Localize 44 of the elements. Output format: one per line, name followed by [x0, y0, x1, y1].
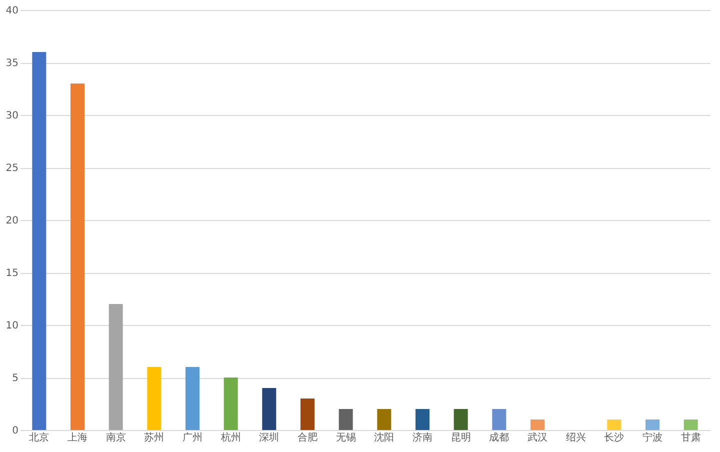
- x-tick-label: 杭州: [220, 432, 241, 444]
- x-tick-label: 宁波: [642, 432, 662, 444]
- x-tick-label: 长沙: [604, 432, 624, 444]
- y-tick-label: 20: [6, 216, 18, 226]
- y-tick-label: 30: [6, 110, 18, 122]
- x-tick-label: 上海: [68, 432, 88, 444]
- bar: [300, 398, 314, 430]
- bar: [32, 52, 46, 430]
- y-tick-label: 0: [12, 426, 18, 436]
- y-tick-label: 40: [6, 6, 18, 16]
- bar: [108, 304, 123, 430]
- y-tick-label: 15: [6, 268, 18, 279]
- x-tick-label: 甘肃: [680, 432, 701, 444]
- bar: [646, 420, 660, 430]
- bar: [492, 409, 506, 430]
- bar: [416, 409, 430, 430]
- x-tick-label: 武汉: [528, 432, 548, 444]
- y-tick-label: 35: [6, 58, 18, 69]
- x-tick-label: 苏州: [144, 432, 164, 444]
- x-tick-label: 济南: [412, 432, 432, 444]
- y-tick-label: 5: [12, 373, 18, 384]
- bar: [607, 420, 622, 430]
- x-tick-label: 南京: [106, 432, 126, 444]
- x-tick-label: 深圳: [259, 432, 280, 444]
- x-tick-label: 昆明: [450, 432, 471, 444]
- x-tick-label: 绍兴: [566, 432, 586, 444]
- bar: [454, 409, 468, 430]
- bar: [338, 409, 353, 430]
- bar: [147, 367, 162, 430]
- bar: [70, 84, 84, 430]
- y-tick-label: 25: [6, 163, 18, 174]
- bar: [530, 420, 544, 430]
- bar: [262, 388, 276, 430]
- x-tick-label: 北京: [29, 432, 50, 444]
- x-tick-label: 沈阳: [374, 432, 394, 444]
- x-tick-label: 广州: [182, 432, 202, 444]
- bar: [684, 420, 698, 430]
- x-tick-label: 无锡: [336, 432, 356, 444]
- bar: [186, 367, 200, 430]
- bar: [377, 409, 392, 430]
- bar: [224, 378, 238, 430]
- x-tick-label: 成都: [489, 432, 510, 444]
- y-tick-label: 10: [6, 320, 18, 332]
- x-tick-label: 合肥: [298, 432, 318, 444]
